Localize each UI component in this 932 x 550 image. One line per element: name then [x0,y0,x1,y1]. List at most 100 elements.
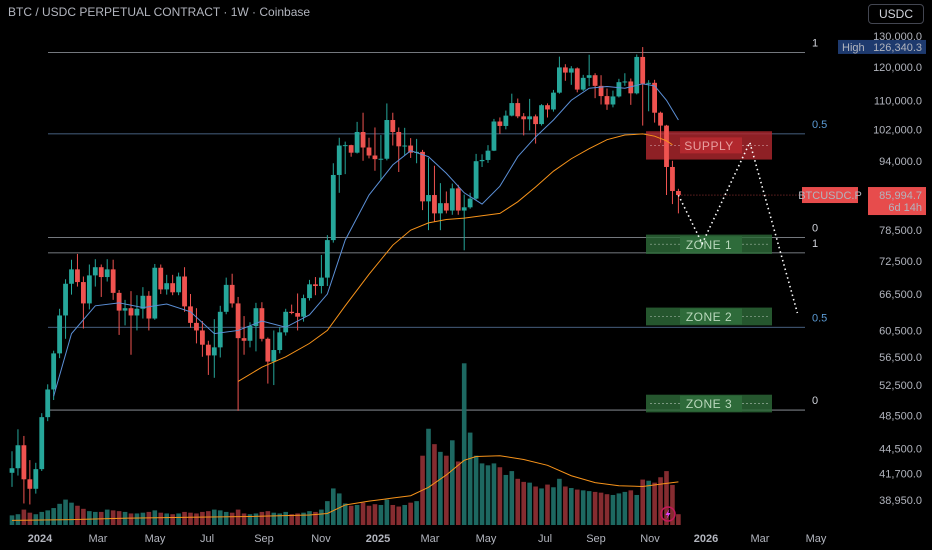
volume-bar [461,363,467,525]
ma-fast-line [53,83,679,397]
candle-body [562,67,568,73]
x-tick-label: 2024 [28,533,53,545]
candle-body [217,311,223,348]
x-tick-label: Mar [751,533,770,545]
candle-body [27,479,33,489]
zone-label: ZONE 3 [686,397,732,411]
candle-body [342,145,348,147]
volume-bar [75,505,80,525]
volume-bar [342,503,348,525]
high-value: 126,340.3 [873,42,922,54]
x-tick-label: Jul [538,533,552,545]
candle-body [241,338,247,341]
volume-bar [51,508,56,525]
zone-label: ZONE 1 [686,238,732,252]
candle-body [610,96,616,105]
candle-body [473,161,479,199]
candle-body [63,283,68,316]
volume-bar [574,489,580,525]
volume-bar [360,502,366,525]
volume-bar [670,484,675,525]
candle-body [152,267,158,319]
candle-body [265,338,271,362]
volume-bar [259,511,265,525]
volume-bar [283,511,288,525]
x-tick-label: Nov [640,533,660,545]
candle-body [539,105,544,125]
candle-body [128,308,134,316]
candle-body [664,125,669,167]
volume-bar [229,512,235,525]
candle-body [533,116,538,125]
currency-button[interactable]: USDC [868,4,924,24]
time-axis: 2024 Mar May Jul Sep Nov 2025 Mar May Jul Sep Nov 20… [28,533,827,545]
volume-bar [664,471,669,525]
x-tick-label: 2026 [694,533,718,545]
candle-body [319,277,324,287]
y-tick-label: 102,000.0 [873,124,922,136]
volume-bar [491,463,497,525]
x-tick-label: Mar [89,533,108,545]
candle-body [110,269,116,293]
candle-body [670,166,675,192]
candle-body [253,308,259,327]
projection-group [677,140,799,314]
candle-body [33,469,39,489]
candle-body [223,284,229,312]
candle-body [39,417,45,470]
volume-bar [206,511,211,525]
fib-label: 0 [812,395,818,407]
y-tick-label: 110,000.0 [874,95,922,107]
high-label: High [842,42,865,54]
candle-body [408,145,414,153]
volume-bar [188,512,193,525]
volume-bar [146,511,152,525]
fib-label: 0.5 [812,119,827,131]
x-tick-label: Sep [586,533,606,545]
candle-body [271,350,277,362]
volume-bar [182,511,187,525]
volume-bar [551,487,556,525]
candle-body [348,145,354,153]
candle-body [360,131,366,148]
candle-body [51,353,57,390]
volume-bar [307,511,312,525]
volume-bar [485,465,491,525]
candle-body [57,315,62,354]
volume-bar [479,463,485,525]
volume-bar [408,502,413,525]
fib-retracement-group: 1 0.5 0 1 0.5 0 [48,38,827,411]
zone-label-bg [680,236,742,253]
candle-body [527,116,533,120]
candle-body [134,308,140,316]
candle-body [211,347,217,356]
candles-group [9,47,681,505]
volume-bar [521,481,526,525]
candle-body [104,269,110,278]
candle-body [75,269,80,283]
zone-label: ZONE 2 [686,310,732,324]
candle-body [402,145,408,147]
y-tick-label: 56,500.0 [879,352,922,364]
volume-bar [331,488,336,525]
candle-body [182,276,187,307]
volume-bar [164,513,169,525]
candle-body [188,306,193,323]
y-tick-label: 78,500.0 [879,225,922,237]
volume-bar [628,490,634,525]
candle-body [616,82,622,97]
y-tick-label: 72,500.0 [879,256,922,268]
volume-bar [217,510,223,525]
candle-body [301,298,306,317]
volume-bar [372,504,378,525]
candle-body [158,267,164,290]
x-tick-label: Jul [200,533,214,545]
price-axis: 130,000.0120,000.0110,000.0102,000.094,0… [873,31,922,507]
volume-bar [444,455,449,525]
moving-averages-group [53,83,679,397]
volume-bar [366,505,372,525]
volume-bar [557,478,562,525]
volume-bar [289,514,294,525]
volume-bar [390,504,396,525]
